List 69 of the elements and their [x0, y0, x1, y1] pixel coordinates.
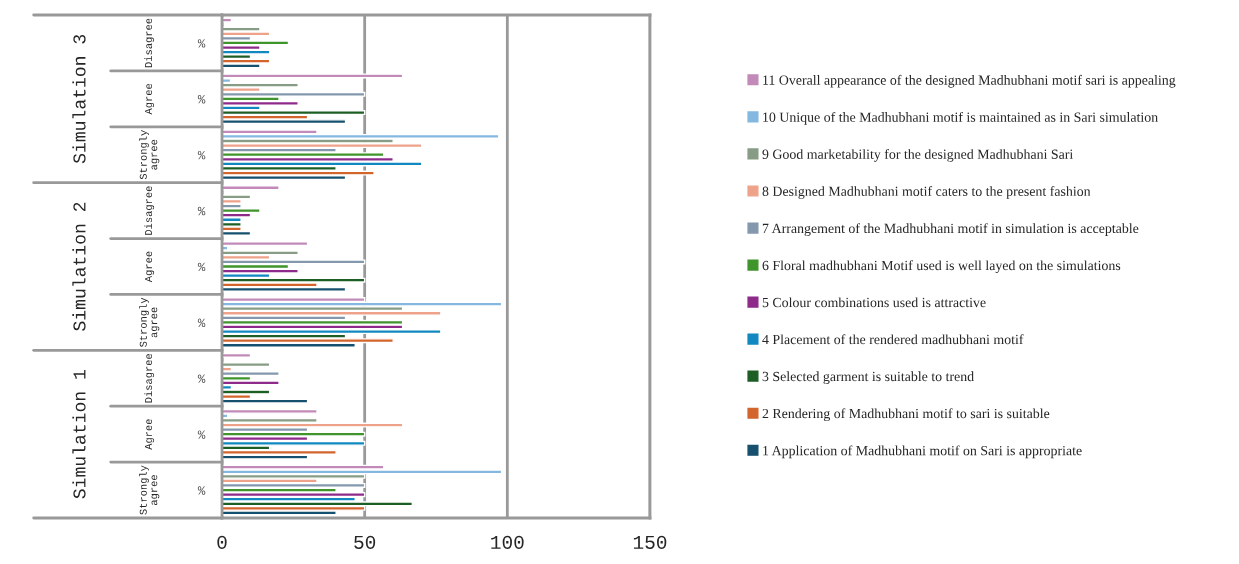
legend-label: 4 Placement of the rendered madhubhani motif — [762, 334, 1024, 345]
y-tick-label: % — [197, 430, 206, 439]
bar — [222, 389, 271, 395]
x-tick-label: 150 — [633, 535, 667, 549]
text: Agree — [145, 251, 155, 283]
bar — [222, 250, 299, 256]
bar — [222, 329, 442, 335]
bar — [222, 277, 366, 283]
y-tick-label: % — [197, 150, 206, 160]
bar — [222, 482, 366, 489]
text: Strongly agree — [139, 465, 160, 515]
bar — [222, 185, 280, 191]
bar — [222, 259, 366, 265]
bar — [222, 17, 233, 23]
y-tick-label: % — [197, 262, 206, 272]
legend-label: 10 Unique of the Madhubhani motif is maintained as in Sari simulation — [763, 111, 1158, 125]
text: Simulation 1 — [72, 370, 86, 499]
y-tick-label: % — [197, 39, 206, 48]
text: Disagree — [144, 353, 155, 403]
bar — [222, 286, 347, 292]
bar — [222, 408, 318, 414]
legend-label: 8 Designed Madhubhani motif caters to the present fashion — [762, 186, 1091, 199]
bar — [222, 230, 252, 236]
text: Disagree — [144, 18, 155, 68]
text: Simulation 3 — [72, 34, 86, 164]
legend-label: 3 Selected garment is suitable to trend — [762, 371, 974, 385]
bar — [222, 40, 290, 46]
bar — [222, 241, 309, 247]
legend-label: 6 Floral madhubhani Motif used is well layed on the simulations — [762, 260, 1121, 274]
legend-label: 1 Application of Madhubhani motif on Sari is appropriate — [763, 445, 1082, 459]
bar — [222, 110, 366, 116]
text: Agree — [145, 419, 155, 450]
y-tick-label: % — [197, 374, 206, 383]
legend-label: 11 Overall appearance of the designed Madhubhani motif sari is appealing — [763, 74, 1176, 88]
legend-label: 2 Rendering of Madhubhani motif to sari is suitable — [762, 408, 1050, 422]
text: Agree — [145, 83, 155, 115]
legend-label: 9 Good marketability for the designed Madhubhani Sari — [762, 148, 1073, 162]
bar — [222, 49, 271, 55]
x-tick-label: 100 — [491, 535, 524, 549]
bar — [222, 91, 366, 97]
bar — [222, 82, 299, 88]
bar — [222, 371, 280, 377]
legend-label: 7 Arrangement of the Madhubhani motif in simulation is acceptable — [762, 223, 1139, 236]
bar — [222, 301, 503, 307]
bar — [222, 319, 404, 325]
text: Strongly agree — [139, 130, 160, 180]
bar — [222, 352, 252, 358]
x-tick-label: 50 — [354, 535, 376, 549]
bar — [222, 170, 375, 176]
bar — [222, 268, 299, 274]
bar — [222, 422, 404, 428]
y-tick-label: % — [197, 486, 206, 495]
bar — [222, 310, 442, 316]
text: Disagree — [144, 186, 155, 235]
y-tick-label: % — [197, 95, 206, 104]
text: Simulation 2 — [72, 202, 86, 331]
bar — [222, 431, 366, 437]
text: Strongly agree — [139, 297, 160, 347]
bar — [222, 221, 242, 227]
x-tick-label: 0 — [217, 535, 227, 549]
bar — [222, 398, 309, 404]
bar — [222, 194, 252, 200]
legend-label: 5 Colour combinations used is attractive — [762, 297, 986, 308]
y-tick-label: % — [197, 318, 206, 327]
bar — [222, 362, 271, 368]
bar — [222, 440, 366, 446]
y-tick-label: % — [197, 206, 206, 216]
bar — [222, 73, 404, 79]
bar — [222, 58, 271, 64]
